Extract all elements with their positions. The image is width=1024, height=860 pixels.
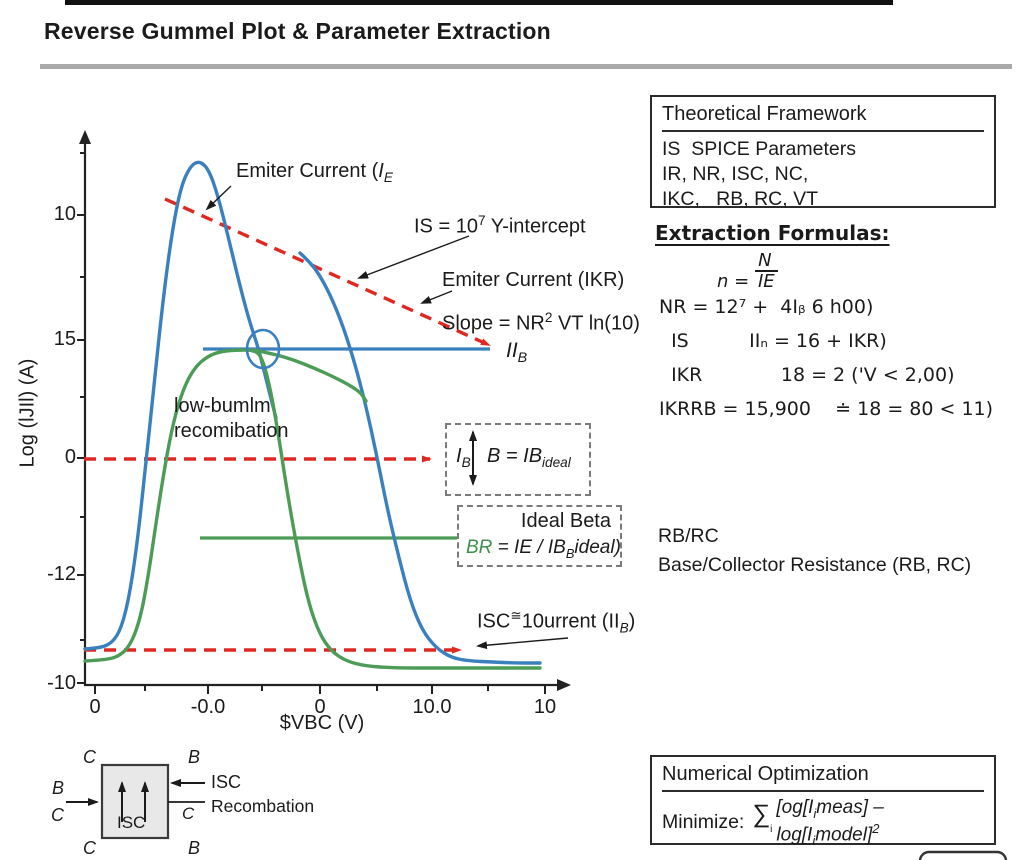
x-major-ticks — [94, 685, 546, 694]
y-tick-label: 15 — [53, 328, 76, 350]
rb-rc-block: RB/RC Base/Collector Resistance (RB, RC) — [658, 522, 971, 580]
y-axis-arrowhead — [79, 130, 91, 144]
transistor-label-b-topright: B — [188, 747, 201, 767]
y-tick-label: 0 — [64, 446, 76, 468]
transistor-inner-isc-label: ISC — [117, 813, 146, 832]
numopt-panel-title: Numerical Optimization — [662, 763, 869, 785]
y-tick-label: 10 — [53, 203, 76, 225]
formula-nr: NR = 12⁷ + 4Iᵦ 6 h00) — [659, 296, 874, 318]
emitter-ikr-arrow — [420, 290, 453, 304]
isc-label-arrow — [476, 637, 569, 650]
ib-ideal-left-term: IB — [456, 445, 471, 470]
x-minor-ticks — [144, 685, 489, 691]
rb-rc-description: Base/Collector Resistance (RB, RC) — [658, 554, 972, 576]
intersection-circle-marker — [245, 328, 281, 370]
slope-label: Slope = NR2 VT ln(10) — [442, 310, 640, 335]
transistor-recombination-label: Recombation — [211, 796, 315, 816]
transistor-label-b-bottomright: B — [188, 838, 201, 858]
y-minor-ticks — [80, 152, 85, 641]
emitter-rolloff-curve — [298, 251, 542, 665]
title-rule — [40, 64, 1012, 69]
transistor-right-isc-label: ISC — [211, 772, 242, 792]
n-over-ie-fraction: N n = IE — [717, 251, 778, 291]
theory-panel-title: Theoretical Framework — [662, 103, 867, 125]
numerical-optimization-panel: Numerical Optimization Minimize: ∑i [og[… — [650, 755, 996, 848]
bottom-right-partial-box — [918, 850, 1008, 860]
transistor-right-c-label: C — [182, 804, 195, 823]
axes-lines — [83, 140, 560, 687]
transistor-label-c-bottomleft: C — [83, 838, 96, 858]
x-tick-label: 0 — [89, 696, 101, 718]
ideal-beta-callout-box: Ideal Beta BR = IE / IBBideal) — [457, 505, 622, 567]
page-title: Reverse Gummel Plot & Parameter Extracti… — [44, 18, 551, 44]
theory-line: IKC, RB, RC, VT — [662, 188, 819, 210]
y-tick-label: -12 — [47, 563, 76, 585]
isc-current-label: ISC≅10urrent (IIB) — [477, 608, 636, 636]
x-tick-label: -0.0 — [190, 696, 226, 718]
emitter-current-ie-label: Emiter Current (IE — [236, 160, 393, 185]
numopt-panel-divider — [662, 790, 984, 792]
formula-ikr: IKR 18 = 2 ('V < 2,00) — [659, 364, 955, 386]
summation-symbol: ∑i — [752, 800, 773, 836]
low-level-recombination-label: low-bumlm recomibation — [174, 395, 289, 442]
minimize-expression: Minimize: ∑i [og[Iimeas] – log[Iimodel]2 — [662, 797, 884, 848]
x-tick-label: 10 — [533, 696, 557, 718]
formula-ikrrb: IKRRB = 15,900 ≐ 18 = 80 < 11) — [659, 398, 994, 420]
extraction-formulas-title: Extraction Formulas: — [655, 221, 890, 245]
y-major-ticks — [77, 214, 85, 684]
base-current-branch-curve — [252, 348, 368, 403]
transistor-label-c-left: C — [51, 805, 64, 825]
y-tick-label: -10 — [47, 672, 76, 694]
ideal-beta-title: Ideal Beta — [520, 510, 611, 532]
x-axis-title: $VBC (V) — [279, 712, 365, 734]
iib-label: IIB — [506, 339, 528, 367]
emitter-current-ikr-label: Emiter Current (IKR) — [442, 269, 625, 291]
theoretical-framework-panel: Theoretical Framework IS SPICE Parameter… — [650, 95, 996, 210]
ib-ideal-callout-box: IB B = IBideal — [445, 423, 591, 496]
ideal-beta-equation: BR = IE / IBBideal) — [466, 537, 621, 561]
theory-line: IR, NR, ISC, NC, — [662, 163, 809, 185]
top-black-bar — [65, 0, 893, 5]
emitter-ie-arrow — [205, 185, 232, 211]
ib-ideal-equation: B = IBideal — [487, 445, 571, 470]
theory-line: IS SPICE Parameters — [662, 138, 856, 160]
transistor-body — [100, 763, 170, 840]
x-tick-label: 0 — [314, 696, 326, 718]
is-intercept-label: IS = 107 Y-intercept — [414, 213, 586, 238]
extraction-formulas-block: Extraction Formulas: N n = IE NR = 12⁷ +… — [655, 221, 1020, 420]
emitter-current-curve — [83, 160, 278, 651]
transistor-label-c-topleft: C — [83, 747, 96, 767]
x-tick-label: 10.0 — [412, 696, 452, 718]
is-intercept-arrow — [357, 235, 470, 279]
y-axis-title: Log (lJIl) (A) — [16, 358, 39, 468]
x-axis-arrowhead — [557, 679, 571, 691]
theory-panel-divider — [662, 130, 984, 132]
transistor-label-b-left: B — [52, 778, 65, 798]
formula-is: IS IIₙ = 16 + IKR) — [659, 330, 887, 352]
rb-rc-title: RB/RC — [658, 525, 719, 547]
